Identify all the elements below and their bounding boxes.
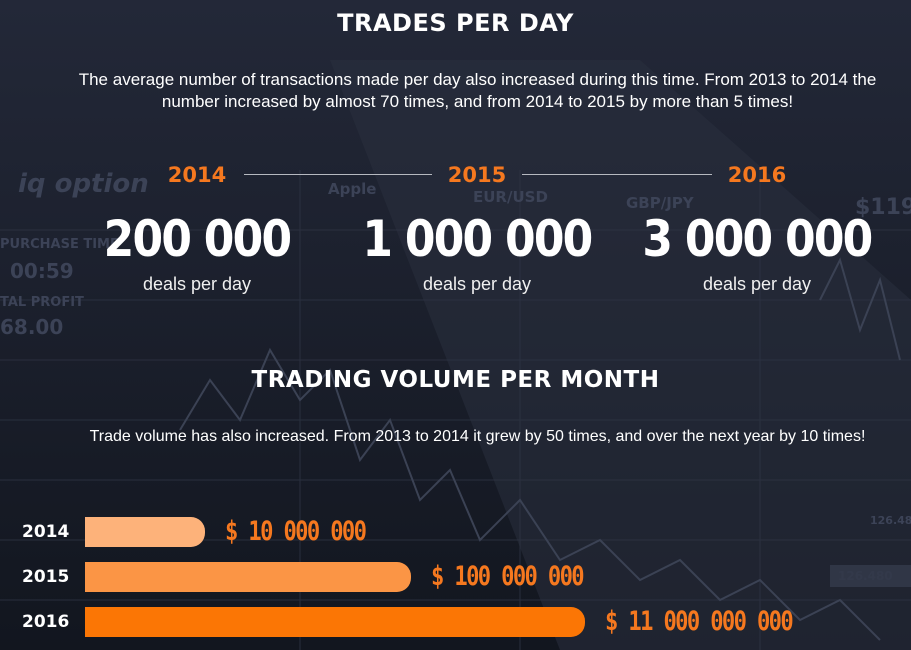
svg-text:Apple: Apple xyxy=(328,180,376,198)
bar-value-label: $ 11 000 000 000 xyxy=(605,606,794,637)
bar xyxy=(85,562,412,592)
bar-category-label: 2015 xyxy=(22,567,70,587)
svg-text:GBP/JPY: GBP/JPY xyxy=(626,194,695,212)
timeline-connector xyxy=(522,174,712,175)
svg-text:00:59: 00:59 xyxy=(10,259,74,283)
timeline-connector xyxy=(244,174,432,175)
deals-value: 200 000 xyxy=(103,210,292,268)
year-label: 2016 xyxy=(727,163,787,187)
svg-text:68.00: 68.00 xyxy=(0,315,63,339)
trades-item-2014: 2014 200 000 deals per day xyxy=(57,160,337,295)
bar-value-label: $ 100 000 000 xyxy=(431,561,585,592)
svg-text:TAL PROFIT: TAL PROFIT xyxy=(0,295,84,310)
deals-unit: deals per day xyxy=(422,274,532,294)
bar xyxy=(85,607,585,637)
trades-item-2016: 2016 3 000 000 deals per day xyxy=(617,160,897,295)
trades-item-2015: 2015 1 000 000 deals per day xyxy=(337,160,617,295)
svg-text:iq option: iq option xyxy=(18,169,149,199)
svg-text:$119: $119 xyxy=(855,195,911,220)
year-label: 2014 xyxy=(167,163,227,187)
bar xyxy=(85,517,205,547)
deals-unit: deals per day xyxy=(702,274,812,294)
deals-value: 1 000 000 xyxy=(362,210,593,268)
svg-text:PURCHASE TIME: PURCHASE TIME xyxy=(0,237,119,252)
svg-text:EUR/USD: EUR/USD xyxy=(473,188,548,206)
deals-unit: deals per day xyxy=(142,274,252,294)
deals-value: 3 000 000 xyxy=(642,210,873,268)
trades-description: The average number of transactions made … xyxy=(78,70,877,111)
svg-text:126.48: 126.48 xyxy=(870,514,911,527)
bar-category-label: 2014 xyxy=(22,522,70,542)
bar-value-label: $ 10 000 000 xyxy=(225,516,367,547)
bar-category-label: 2016 xyxy=(22,612,70,632)
volume-title: TRADING VOLUME PER MONTH xyxy=(251,367,660,393)
trades-title: TRADES PER DAY xyxy=(337,9,574,37)
volume-description: Trade volume has also increased. From 20… xyxy=(89,428,866,445)
year-label: 2015 xyxy=(447,163,507,187)
